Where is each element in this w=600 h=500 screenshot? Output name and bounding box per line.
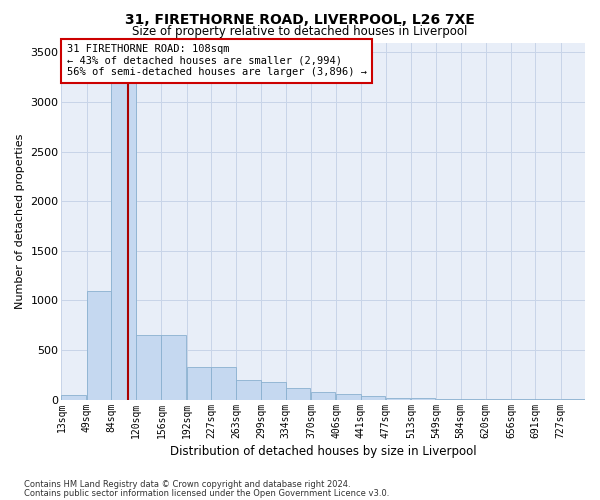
Bar xyxy=(311,392,335,400)
Bar xyxy=(161,335,186,400)
Bar xyxy=(262,382,286,400)
Y-axis label: Number of detached properties: Number of detached properties xyxy=(15,134,25,308)
Bar xyxy=(286,388,310,400)
Bar xyxy=(361,396,385,400)
Bar xyxy=(86,292,111,400)
Bar xyxy=(386,398,410,400)
Text: Contains public sector information licensed under the Open Government Licence v3: Contains public sector information licen… xyxy=(24,488,389,498)
Bar xyxy=(136,335,161,400)
Bar xyxy=(211,367,236,400)
X-axis label: Distribution of detached houses by size in Liverpool: Distribution of detached houses by size … xyxy=(170,444,476,458)
Text: 31 FIRETHORNE ROAD: 108sqm
← 43% of detached houses are smaller (2,994)
56% of s: 31 FIRETHORNE ROAD: 108sqm ← 43% of deta… xyxy=(67,44,367,78)
Bar xyxy=(61,394,86,400)
Bar xyxy=(111,64,136,400)
Bar xyxy=(411,398,436,400)
Text: Size of property relative to detached houses in Liverpool: Size of property relative to detached ho… xyxy=(133,25,467,38)
Bar xyxy=(236,380,260,400)
Text: Contains HM Land Registry data © Crown copyright and database right 2024.: Contains HM Land Registry data © Crown c… xyxy=(24,480,350,489)
Bar xyxy=(336,394,361,400)
Bar xyxy=(187,368,211,400)
Bar xyxy=(436,398,461,400)
Text: 31, FIRETHORNE ROAD, LIVERPOOL, L26 7XE: 31, FIRETHORNE ROAD, LIVERPOOL, L26 7XE xyxy=(125,12,475,26)
